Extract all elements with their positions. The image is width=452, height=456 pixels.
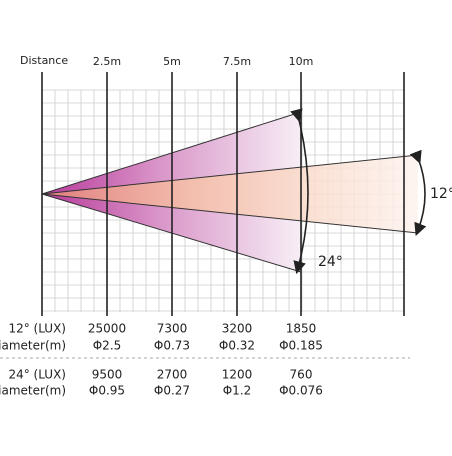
distance-label: 7.5m	[223, 55, 251, 68]
angle-label: 12°	[430, 186, 452, 202]
lux-value: 1850	[286, 322, 317, 336]
distance-label: 5m	[163, 55, 181, 68]
lux-value: 25000	[88, 322, 126, 336]
angle-label: 24°	[318, 254, 343, 270]
beam-edge	[41, 193, 419, 234]
distance-label: 10m	[289, 55, 314, 68]
diameter-value: Φ0.076	[279, 384, 323, 398]
distance-header: Distance	[20, 54, 68, 67]
lux-value: 7300	[157, 322, 188, 336]
diameter-value: Φ2.5	[93, 339, 122, 353]
beam-12	[42, 155, 418, 233]
lux-value: 760	[290, 368, 313, 382]
angle-arrow-12	[409, 149, 427, 236]
angle-arrow-24	[290, 108, 309, 275]
diameter-value: Φ0.32	[219, 339, 255, 353]
lux-value: 9500	[92, 368, 123, 382]
lux-value: 3200	[222, 322, 253, 336]
row-label: Diameter(m)	[0, 339, 66, 353]
diameter-value: Φ0.185	[279, 339, 323, 353]
lux-value: 2700	[157, 368, 188, 382]
row-label: 12° (LUX)	[8, 322, 66, 336]
beam-edge	[41, 154, 419, 195]
row-label: 24° (LUX)	[8, 368, 66, 382]
distance-label: 2.5m	[93, 55, 121, 68]
diameter-value: Φ1.2	[223, 384, 252, 398]
lux-value: 1200	[222, 368, 253, 382]
diameter-value: Φ0.73	[154, 339, 190, 353]
diameter-value: Φ0.27	[154, 384, 190, 398]
diameter-value: Φ0.95	[89, 384, 125, 398]
row-label: Diameter(m)	[0, 384, 66, 398]
